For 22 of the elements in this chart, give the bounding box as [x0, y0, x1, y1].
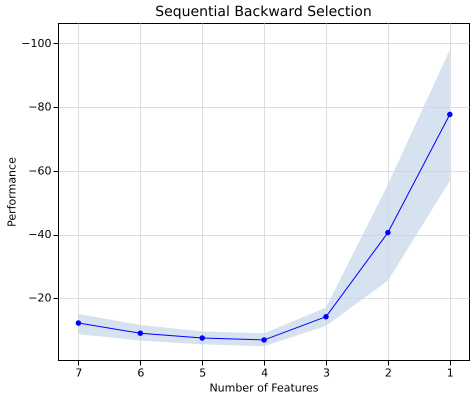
point [447, 112, 453, 118]
point [138, 330, 144, 336]
x-tick-label: 4 [261, 366, 268, 380]
point [199, 335, 205, 341]
y-tick-label: −80 [28, 100, 52, 114]
y-tick-label: −100 [21, 36, 52, 50]
y-tick-label: −20 [28, 292, 52, 305]
point [261, 337, 267, 343]
point [385, 230, 391, 236]
x-tick-label: 5 [199, 366, 206, 380]
chart-title: Sequential Backward Selection [155, 4, 372, 20]
x-tick-label: 7 [75, 366, 82, 380]
x-tick-label: 2 [384, 366, 392, 380]
y-tick-label: −40 [28, 228, 52, 241]
y-tick-label: −60 [28, 164, 52, 178]
x-tick-label: 6 [137, 366, 144, 380]
point [323, 314, 329, 320]
x-axis-title: Number of Features [209, 382, 319, 394]
x-tick-label: 1 [446, 366, 454, 380]
point [76, 320, 82, 326]
y-axis-title: Performance [5, 156, 18, 227]
x-tick-label: 3 [323, 366, 330, 380]
